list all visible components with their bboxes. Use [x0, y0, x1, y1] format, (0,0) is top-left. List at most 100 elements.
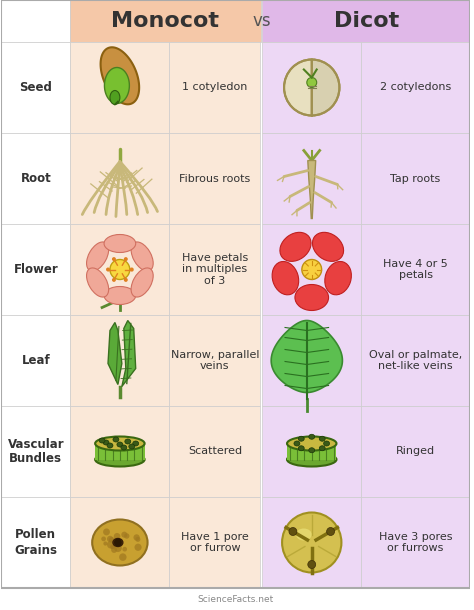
Text: Fibrous roots: Fibrous roots [179, 173, 250, 184]
Text: Ringed: Ringed [396, 447, 435, 456]
Text: Oval or palmate,
net-like veins: Oval or palmate, net-like veins [369, 350, 462, 371]
Bar [169, 133, 260, 224]
Polygon shape [104, 68, 129, 104]
Bar [71, 224, 169, 315]
Circle shape [109, 537, 115, 543]
Circle shape [107, 540, 115, 548]
Text: Vascular
Bundles: Vascular Bundles [8, 437, 64, 465]
Ellipse shape [272, 262, 299, 295]
Circle shape [121, 531, 128, 537]
Bar [262, 497, 361, 588]
Ellipse shape [309, 448, 315, 453]
Text: 2 cotyledons: 2 cotyledons [380, 82, 451, 93]
Circle shape [112, 257, 116, 261]
Ellipse shape [131, 268, 153, 297]
Ellipse shape [280, 232, 311, 261]
Circle shape [107, 536, 113, 542]
Text: Narrow, parallel
veins: Narrow, parallel veins [171, 350, 259, 371]
Bar [1, 315, 71, 406]
Circle shape [327, 528, 335, 536]
Circle shape [114, 533, 120, 540]
Ellipse shape [312, 232, 344, 261]
Bar [71, 497, 169, 588]
Circle shape [112, 278, 116, 282]
Wedge shape [312, 60, 339, 115]
Circle shape [308, 561, 316, 569]
Ellipse shape [103, 440, 109, 445]
Bar [71, 315, 169, 406]
Text: Seed: Seed [19, 81, 52, 94]
Bar [262, 133, 361, 224]
Ellipse shape [107, 443, 113, 448]
Polygon shape [271, 320, 342, 392]
Bar [95, 443, 145, 459]
Circle shape [101, 536, 106, 541]
Circle shape [111, 547, 117, 553]
Text: Have petals
in multiples
of 3: Have petals in multiples of 3 [182, 253, 248, 286]
Bar [361, 42, 470, 133]
Ellipse shape [104, 287, 136, 304]
Text: Root: Root [20, 172, 51, 185]
Bar [361, 406, 470, 497]
Ellipse shape [133, 441, 139, 446]
Text: Have 3 pores
or furrows: Have 3 pores or furrows [379, 532, 452, 553]
Ellipse shape [95, 437, 145, 451]
Ellipse shape [298, 436, 304, 441]
Circle shape [124, 257, 128, 261]
Text: Leaf: Leaf [21, 354, 50, 367]
Ellipse shape [294, 441, 300, 446]
Text: Pollen
Grains: Pollen Grains [14, 528, 57, 556]
Circle shape [134, 534, 140, 540]
Bar [262, 406, 361, 497]
Ellipse shape [287, 437, 337, 451]
Circle shape [106, 268, 110, 271]
Circle shape [122, 547, 127, 551]
Text: Dicot: Dicot [334, 11, 399, 31]
Ellipse shape [117, 442, 123, 447]
Wedge shape [284, 60, 312, 115]
Circle shape [114, 539, 122, 547]
Circle shape [135, 544, 142, 551]
Bar [287, 443, 337, 459]
Ellipse shape [296, 528, 312, 540]
Ellipse shape [92, 520, 147, 565]
Bar [361, 133, 470, 224]
Bar [262, 42, 361, 133]
Bar [1, 224, 71, 315]
Ellipse shape [113, 539, 123, 547]
Ellipse shape [325, 262, 351, 295]
Bar [361, 497, 470, 588]
Text: Have 1 pore
or furrow: Have 1 pore or furrow [181, 532, 249, 553]
Ellipse shape [319, 436, 325, 441]
Bar [361, 315, 470, 406]
Circle shape [302, 259, 322, 279]
Ellipse shape [104, 234, 136, 253]
Circle shape [119, 553, 127, 561]
Polygon shape [100, 48, 139, 104]
Text: Flower: Flower [13, 263, 58, 276]
Ellipse shape [87, 242, 109, 271]
Polygon shape [108, 323, 122, 384]
Ellipse shape [309, 434, 315, 439]
Circle shape [114, 544, 122, 552]
Ellipse shape [99, 438, 105, 443]
Ellipse shape [95, 453, 145, 467]
Circle shape [136, 537, 140, 542]
Bar [71, 0, 261, 42]
Bar [1, 497, 71, 588]
Bar [169, 315, 260, 406]
Ellipse shape [287, 453, 337, 467]
Bar [1, 42, 71, 133]
Circle shape [110, 259, 130, 279]
Ellipse shape [121, 445, 127, 450]
Ellipse shape [295, 284, 328, 310]
Bar [71, 406, 169, 497]
Bar [262, 315, 361, 406]
Circle shape [110, 544, 115, 549]
Circle shape [110, 545, 115, 549]
Text: vs: vs [253, 12, 272, 30]
Bar [1, 406, 71, 497]
Bar [1, 133, 71, 224]
Ellipse shape [129, 444, 135, 449]
Circle shape [289, 528, 297, 536]
